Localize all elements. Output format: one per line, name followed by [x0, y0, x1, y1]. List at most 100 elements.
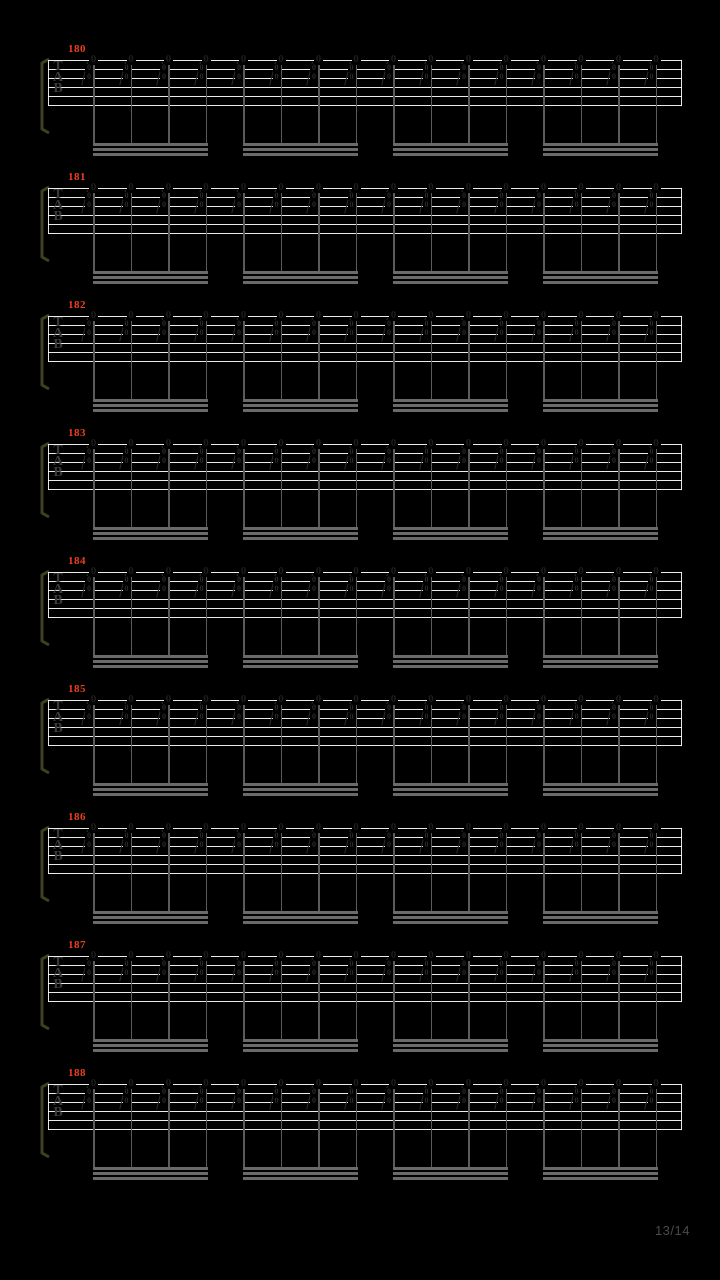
tab-note[interactable]: 000: [193, 694, 211, 790]
tab-note[interactable]: 000: [306, 822, 323, 918]
tab-note[interactable]: 000: [231, 54, 248, 150]
tab-note[interactable]: 000: [606, 310, 623, 406]
tab-note[interactable]: 000: [193, 566, 211, 662]
tab-note[interactable]: 000: [531, 438, 548, 534]
tab-note[interactable]: 000: [493, 182, 511, 278]
tab-note[interactable]: 000: [81, 1078, 98, 1174]
tab-note[interactable]: 000: [343, 1078, 361, 1174]
tab-note[interactable]: 000: [156, 566, 173, 662]
tab-note[interactable]: 000: [381, 182, 398, 278]
tab-note[interactable]: 000: [643, 694, 661, 790]
tab-note[interactable]: 000: [193, 310, 211, 406]
tab-note[interactable]: 000: [606, 822, 623, 918]
tab-note[interactable]: 000: [343, 566, 361, 662]
tab-note[interactable]: 000: [231, 950, 248, 1046]
tab-note[interactable]: 000: [493, 822, 511, 918]
tab-note[interactable]: 000: [193, 950, 211, 1046]
tab-note[interactable]: 000: [456, 438, 473, 534]
tab-note[interactable]: 000: [418, 1078, 436, 1174]
tab-note[interactable]: 000: [156, 1078, 173, 1174]
tab-note[interactable]: 000: [606, 694, 623, 790]
tab-note[interactable]: 000: [156, 310, 173, 406]
tab-note[interactable]: 000: [81, 694, 98, 790]
tab-note[interactable]: 000: [268, 950, 286, 1046]
tab-note[interactable]: 000: [418, 182, 436, 278]
tab-note[interactable]: 000: [306, 1078, 323, 1174]
tab-note[interactable]: 000: [81, 310, 98, 406]
tab-note[interactable]: 000: [381, 566, 398, 662]
tab-note[interactable]: 000: [568, 438, 586, 534]
tab-note[interactable]: 000: [456, 310, 473, 406]
tab-note[interactable]: 000: [418, 310, 436, 406]
tab-note[interactable]: 000: [193, 438, 211, 534]
tab-note[interactable]: 000: [118, 694, 136, 790]
tab-note[interactable]: 000: [456, 694, 473, 790]
tab-note[interactable]: 000: [118, 310, 136, 406]
tab-note[interactable]: 000: [81, 950, 98, 1046]
tab-note[interactable]: 000: [531, 54, 548, 150]
tab-note[interactable]: 000: [193, 822, 211, 918]
tab-note[interactable]: 000: [568, 1078, 586, 1174]
tab-note[interactable]: 000: [568, 310, 586, 406]
tab-note[interactable]: 000: [118, 438, 136, 534]
tab-note[interactable]: 000: [568, 566, 586, 662]
tab-note[interactable]: 000: [306, 438, 323, 534]
tab-note[interactable]: 000: [231, 438, 248, 534]
tab-note[interactable]: 000: [268, 54, 286, 150]
tab-note[interactable]: 000: [193, 182, 211, 278]
tab-note[interactable]: 000: [268, 182, 286, 278]
tab-note[interactable]: 000: [231, 822, 248, 918]
tab-note[interactable]: 000: [643, 310, 661, 406]
tab-note[interactable]: 000: [418, 950, 436, 1046]
tab-note[interactable]: 000: [306, 566, 323, 662]
tab-note[interactable]: 000: [456, 950, 473, 1046]
tab-note[interactable]: 000: [193, 1078, 211, 1174]
tab-note[interactable]: 000: [493, 310, 511, 406]
tab-note[interactable]: 000: [81, 182, 98, 278]
tab-note[interactable]: 000: [418, 54, 436, 150]
tab-note[interactable]: 000: [81, 822, 98, 918]
tab-note[interactable]: 000: [268, 694, 286, 790]
tab-note[interactable]: 000: [268, 566, 286, 662]
tab-note[interactable]: 000: [456, 54, 473, 150]
tab-note[interactable]: 000: [568, 950, 586, 1046]
tab-note[interactable]: 000: [493, 950, 511, 1046]
tab-note[interactable]: 000: [418, 438, 436, 534]
tab-note[interactable]: 000: [118, 54, 136, 150]
tab-note[interactable]: 000: [418, 566, 436, 662]
tab-note[interactable]: 000: [306, 694, 323, 790]
tab-note[interactable]: 000: [381, 822, 398, 918]
tab-note[interactable]: 000: [643, 566, 661, 662]
tab-note[interactable]: 000: [456, 1078, 473, 1174]
tab-note[interactable]: 000: [606, 54, 623, 150]
tab-note[interactable]: 000: [118, 950, 136, 1046]
tab-note[interactable]: 000: [118, 822, 136, 918]
tab-note[interactable]: 000: [268, 438, 286, 534]
tab-note[interactable]: 000: [268, 822, 286, 918]
tab-note[interactable]: 000: [343, 182, 361, 278]
tab-note[interactable]: 000: [418, 694, 436, 790]
tab-note[interactable]: 000: [643, 438, 661, 534]
tab-note[interactable]: 000: [343, 438, 361, 534]
tab-note[interactable]: 000: [493, 54, 511, 150]
tab-note[interactable]: 000: [381, 310, 398, 406]
tab-note[interactable]: 000: [118, 566, 136, 662]
tab-note[interactable]: 000: [231, 694, 248, 790]
tab-note[interactable]: 000: [643, 54, 661, 150]
tab-note[interactable]: 000: [568, 822, 586, 918]
tab-note[interactable]: 000: [643, 1078, 661, 1174]
tab-note[interactable]: 000: [156, 438, 173, 534]
tab-note[interactable]: 000: [81, 566, 98, 662]
tab-note[interactable]: 000: [306, 310, 323, 406]
tab-note[interactable]: 000: [343, 54, 361, 150]
tab-note[interactable]: 000: [643, 822, 661, 918]
tab-note[interactable]: 000: [606, 182, 623, 278]
tab-note[interactable]: 000: [568, 54, 586, 150]
tab-note[interactable]: 000: [343, 950, 361, 1046]
tab-note[interactable]: 000: [606, 566, 623, 662]
tab-note[interactable]: 000: [493, 566, 511, 662]
tab-note[interactable]: 000: [268, 310, 286, 406]
tab-note[interactable]: 000: [156, 694, 173, 790]
tab-note[interactable]: 000: [156, 822, 173, 918]
tab-note[interactable]: 000: [493, 438, 511, 534]
